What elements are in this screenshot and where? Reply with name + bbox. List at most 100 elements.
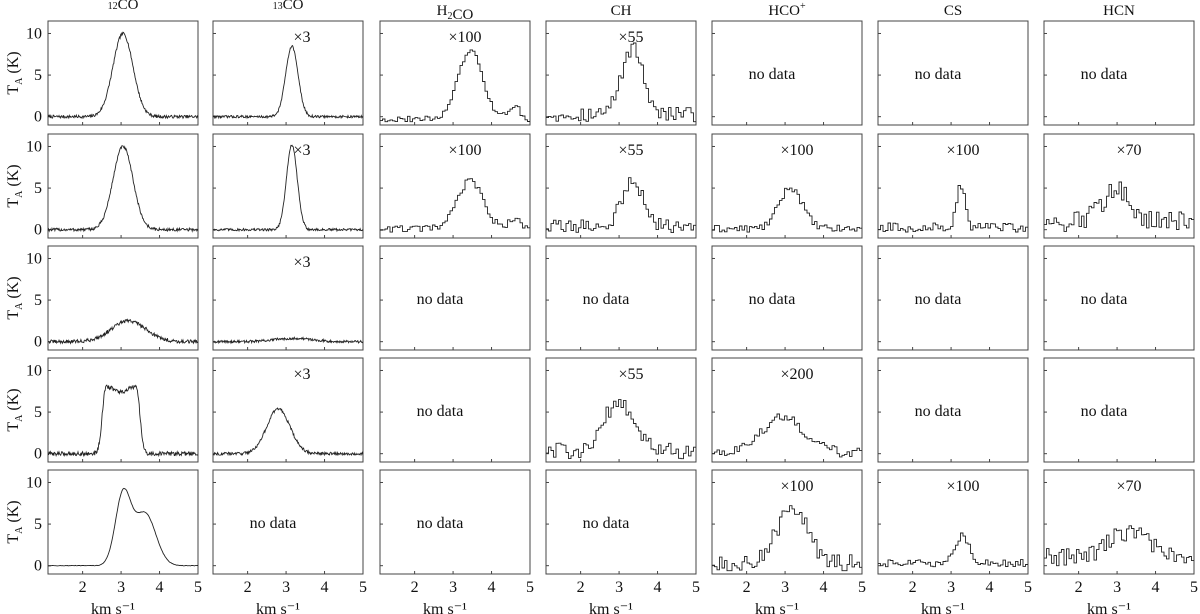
y-tick-label: 5 bbox=[34, 404, 42, 421]
panel-r3-h2co: no data bbox=[379, 245, 531, 351]
y-tick-label: 10 bbox=[26, 474, 42, 491]
panel-frame bbox=[47, 357, 199, 463]
column-title-ch: CH bbox=[611, 3, 632, 19]
x-tick-label: 3 bbox=[947, 579, 955, 596]
panel-frame bbox=[379, 133, 531, 239]
x-axis-label: km s⁻¹ bbox=[1087, 601, 1131, 614]
y-tick-label: 0 bbox=[34, 222, 42, 239]
x-tick-label: 3 bbox=[449, 579, 457, 596]
panel-r3-hcn: no data bbox=[1043, 245, 1195, 351]
panel-frame bbox=[545, 245, 697, 351]
panel-r1-ch: ×55 bbox=[545, 20, 697, 126]
y-tick-label: 5 bbox=[34, 180, 42, 197]
spectrum-line bbox=[212, 44, 364, 120]
panel-r4-hcn: no data bbox=[1043, 357, 1195, 463]
x-tick-label: 3 bbox=[282, 579, 290, 596]
panel-r2-12co: 0 5 10 bbox=[26, 133, 199, 239]
panel-r4-h2co: no data bbox=[379, 357, 531, 463]
panel-r5-h2co: 2 3 4 5 km s⁻¹ no data bbox=[379, 469, 534, 614]
x-tick-label: 5 bbox=[1024, 579, 1032, 596]
x-tick-label: 5 bbox=[194, 579, 202, 596]
panel-r4-12co: 0 5 10 bbox=[26, 357, 199, 463]
panel-frame bbox=[711, 469, 863, 575]
panel-frame bbox=[1043, 245, 1195, 351]
multiplier-label: ×70 bbox=[1116, 478, 1141, 495]
multiplier-label: ×100 bbox=[780, 142, 813, 159]
panel-r5-ch: 2 3 4 5 km s⁻¹ no data bbox=[545, 469, 700, 614]
multiplier-label: ×100 bbox=[946, 478, 979, 495]
panel-r2-hcn: ×70 bbox=[1043, 133, 1195, 239]
panel-frame bbox=[877, 20, 1029, 126]
x-axis-label: km s⁻¹ bbox=[589, 601, 633, 614]
x-axis-label: km s⁻¹ bbox=[921, 601, 965, 614]
column-title-hcoplus: HCO+ bbox=[768, 1, 806, 19]
no-data-label: no data bbox=[915, 403, 962, 420]
panel-r1-hcoplus: no data bbox=[711, 20, 863, 126]
x-tick-label: 4 bbox=[820, 579, 828, 596]
panel-r2-cs: ×100 bbox=[877, 133, 1029, 239]
x-axis-label: km s⁻¹ bbox=[423, 601, 467, 614]
panel-r5-13co: 2 3 4 5 km s⁻¹ no data bbox=[212, 469, 367, 614]
spectrum-line bbox=[546, 399, 696, 460]
panel-r1-cs: no data bbox=[877, 20, 1029, 126]
panel-frame bbox=[379, 20, 531, 126]
y-tick-label: 5 bbox=[34, 516, 42, 533]
x-tick-label: 2 bbox=[577, 579, 585, 596]
no-data-label: no data bbox=[583, 515, 630, 532]
panel-r3-ch: no data bbox=[545, 245, 697, 351]
column-title-12co: 12CO bbox=[108, 0, 139, 13]
panel-r5-12co: 0 5 10 2 3 4 5 km s⁻¹ bbox=[26, 469, 202, 614]
spectrum-line bbox=[213, 336, 364, 345]
x-tick-label: 4 bbox=[488, 579, 496, 596]
panel-r2-13co: ×3 bbox=[212, 133, 364, 239]
panel-frame bbox=[47, 469, 199, 575]
no-data-label: no data bbox=[417, 515, 464, 532]
panel-frame bbox=[877, 133, 1029, 239]
panel-r5-cs: 2 3 4 5 km s⁻¹ ×100 bbox=[877, 469, 1032, 614]
multiplier-label: ×100 bbox=[780, 478, 813, 495]
y-tick-label: 5 bbox=[34, 292, 42, 309]
spectrum-line bbox=[212, 144, 364, 233]
no-data-label: no data bbox=[915, 66, 962, 83]
panel-frame bbox=[1043, 357, 1195, 463]
panel-frame bbox=[1043, 133, 1195, 239]
multiplier-label: ×3 bbox=[293, 142, 310, 159]
column-title-hcn: HCN bbox=[1103, 3, 1135, 19]
panel-frame bbox=[379, 357, 531, 463]
panel-frame bbox=[379, 469, 531, 575]
spectrum-line bbox=[380, 49, 530, 123]
panel-r1-12co: 0 5 10 bbox=[26, 20, 199, 126]
spectrum-line bbox=[878, 532, 1028, 568]
spectrum-line bbox=[546, 177, 696, 234]
spectrum-line bbox=[1044, 525, 1194, 567]
panel-r5-hcn: 2 3 4 5 km s⁻¹ ×70 bbox=[1043, 469, 1198, 614]
spectrum-line bbox=[546, 42, 696, 123]
y-tick-label: 10 bbox=[26, 138, 42, 155]
panel-frame bbox=[877, 357, 1029, 463]
panel-frame bbox=[1043, 20, 1195, 126]
x-tick-label: 2 bbox=[244, 579, 252, 596]
panel-frame bbox=[545, 469, 697, 575]
spectrum-line bbox=[47, 145, 199, 233]
multiplier-label: ×100 bbox=[448, 142, 481, 159]
y-axis-label: TA (K) bbox=[5, 500, 25, 543]
spectrum-line bbox=[712, 413, 862, 458]
panel-frame bbox=[545, 357, 697, 463]
panel-r4-ch: ×55 bbox=[545, 357, 697, 463]
panel-frame bbox=[212, 245, 364, 351]
panel-frame bbox=[711, 245, 863, 351]
panel-r5-hcoplus: 2 3 4 5 km s⁻¹ ×100 bbox=[711, 469, 866, 614]
panel-frame bbox=[379, 245, 531, 351]
panel-r4-cs: no data bbox=[877, 357, 1029, 463]
y-tick-label: 10 bbox=[26, 362, 42, 379]
multiplier-label: ×70 bbox=[1116, 142, 1141, 159]
panel-r3-12co: 0 5 10 bbox=[26, 245, 199, 351]
x-tick-label: 5 bbox=[692, 579, 700, 596]
panel-r1-hcn: no data bbox=[1043, 20, 1195, 126]
spectrum-line bbox=[380, 178, 530, 233]
y-tick-label: 0 bbox=[34, 334, 42, 351]
multiplier-label: ×55 bbox=[618, 142, 643, 159]
x-axis-label: km s⁻¹ bbox=[91, 601, 135, 614]
x-tick-label: 4 bbox=[321, 579, 329, 596]
y-axis-label: TA (K) bbox=[5, 51, 25, 94]
